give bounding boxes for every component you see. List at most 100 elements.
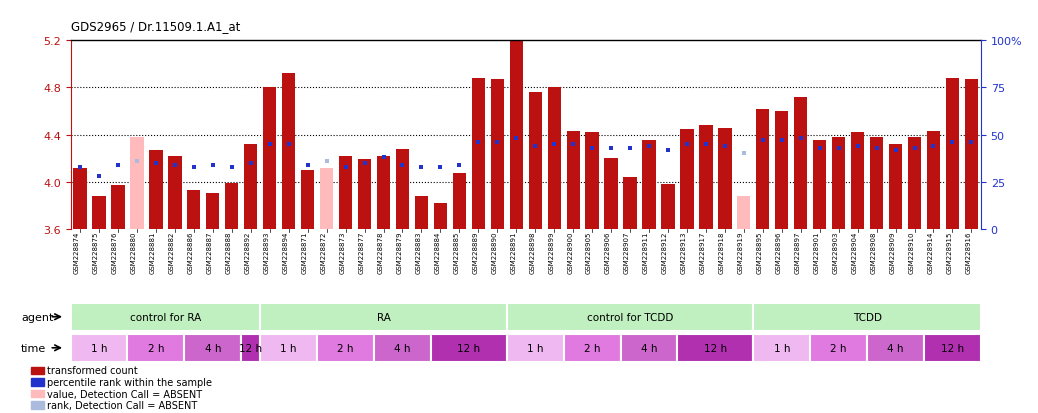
Text: rank, Detection Call = ABSENT: rank, Detection Call = ABSENT xyxy=(47,400,197,410)
Bar xyxy=(889,145,902,229)
Bar xyxy=(624,178,636,229)
Text: control for TCDD: control for TCDD xyxy=(586,312,674,322)
Bar xyxy=(680,129,693,229)
Bar xyxy=(434,203,447,229)
Text: GSM228897: GSM228897 xyxy=(795,231,800,274)
Bar xyxy=(924,334,981,362)
Text: 1 h: 1 h xyxy=(527,343,544,353)
Bar xyxy=(71,303,261,331)
Text: GSM228913: GSM228913 xyxy=(681,231,687,274)
Bar xyxy=(374,334,431,362)
Bar xyxy=(74,168,87,229)
Text: GSM228891: GSM228891 xyxy=(511,231,516,274)
Text: GSM228871: GSM228871 xyxy=(302,231,307,274)
Bar xyxy=(187,190,200,229)
Bar xyxy=(754,334,811,362)
Text: agent: agent xyxy=(21,312,54,322)
Bar xyxy=(548,88,561,229)
Bar xyxy=(510,41,523,229)
Text: GSM228887: GSM228887 xyxy=(207,231,213,274)
Text: GSM228877: GSM228877 xyxy=(358,231,364,274)
Bar xyxy=(71,334,128,362)
Bar xyxy=(585,133,599,229)
Text: GSM228879: GSM228879 xyxy=(397,231,403,274)
Text: GSM228881: GSM228881 xyxy=(149,231,156,274)
Text: 2 h: 2 h xyxy=(147,343,164,353)
Text: GSM228917: GSM228917 xyxy=(700,231,706,274)
Text: GSM228892: GSM228892 xyxy=(245,231,251,274)
Bar xyxy=(263,88,276,229)
Text: 2 h: 2 h xyxy=(337,343,354,353)
Text: GSM228912: GSM228912 xyxy=(662,231,668,274)
Text: GSM228890: GSM228890 xyxy=(491,231,497,274)
Bar xyxy=(927,132,940,229)
Text: GSM228903: GSM228903 xyxy=(832,231,839,274)
Text: 4 h: 4 h xyxy=(204,343,221,353)
Bar xyxy=(128,334,185,362)
Bar xyxy=(92,196,106,229)
Text: GSM228898: GSM228898 xyxy=(529,231,536,274)
Text: percentile rank within the sample: percentile rank within the sample xyxy=(47,377,212,387)
Text: GSM228915: GSM228915 xyxy=(947,231,953,274)
Bar xyxy=(832,138,845,229)
Text: GSM228910: GSM228910 xyxy=(908,231,914,274)
Text: value, Detection Call = ABSENT: value, Detection Call = ABSENT xyxy=(47,389,201,399)
Text: GSM228873: GSM228873 xyxy=(339,231,346,274)
Bar xyxy=(358,160,372,229)
Text: GSM228905: GSM228905 xyxy=(586,231,592,274)
Text: GSM228883: GSM228883 xyxy=(415,231,421,274)
Text: GSM228878: GSM228878 xyxy=(378,231,383,274)
Text: RA: RA xyxy=(377,312,390,322)
Text: GSM228901: GSM228901 xyxy=(814,231,820,274)
Bar xyxy=(867,334,924,362)
Bar xyxy=(377,157,390,229)
Text: GSM228900: GSM228900 xyxy=(567,231,573,274)
Bar xyxy=(131,138,143,229)
Text: GSM228875: GSM228875 xyxy=(93,231,99,274)
Bar xyxy=(431,334,507,362)
Bar xyxy=(261,334,318,362)
Bar xyxy=(678,334,754,362)
Text: 1 h: 1 h xyxy=(773,343,790,353)
Bar xyxy=(471,79,485,229)
Text: GSM228884: GSM228884 xyxy=(435,231,440,274)
Text: GSM228908: GSM228908 xyxy=(871,231,877,274)
Text: time: time xyxy=(21,343,47,353)
Bar xyxy=(244,145,257,229)
Bar xyxy=(111,186,125,229)
Text: GSM228896: GSM228896 xyxy=(775,231,782,274)
Bar xyxy=(756,109,769,229)
Text: 12 h: 12 h xyxy=(940,343,964,353)
Text: GSM228895: GSM228895 xyxy=(757,231,763,274)
Text: GSM228882: GSM228882 xyxy=(169,231,174,274)
Text: GSM228880: GSM228880 xyxy=(131,231,137,274)
Bar xyxy=(491,80,503,229)
Bar xyxy=(643,141,656,229)
Bar xyxy=(661,185,675,229)
Bar xyxy=(225,183,239,229)
Bar xyxy=(567,132,580,229)
Bar xyxy=(946,79,959,229)
Bar xyxy=(700,126,712,229)
Text: GSM228893: GSM228893 xyxy=(264,231,270,274)
Bar xyxy=(185,334,241,362)
Text: 4 h: 4 h xyxy=(394,343,411,353)
Text: GSM228888: GSM228888 xyxy=(226,231,231,274)
Text: GSM228919: GSM228919 xyxy=(738,231,744,274)
Bar xyxy=(318,334,374,362)
Text: TCDD: TCDD xyxy=(852,312,881,322)
Bar xyxy=(168,157,182,229)
Bar xyxy=(395,150,409,229)
Bar xyxy=(453,174,466,229)
Text: GSM228911: GSM228911 xyxy=(643,231,649,274)
Text: 1 h: 1 h xyxy=(90,343,107,353)
Text: GSM228899: GSM228899 xyxy=(548,231,554,274)
Bar xyxy=(621,334,678,362)
Text: GSM228876: GSM228876 xyxy=(112,231,118,274)
Text: GSM228918: GSM228918 xyxy=(719,231,725,274)
Bar xyxy=(301,171,315,229)
Text: 2 h: 2 h xyxy=(583,343,600,353)
Bar xyxy=(207,194,219,229)
Bar xyxy=(149,150,163,229)
Text: GSM228916: GSM228916 xyxy=(965,231,972,274)
